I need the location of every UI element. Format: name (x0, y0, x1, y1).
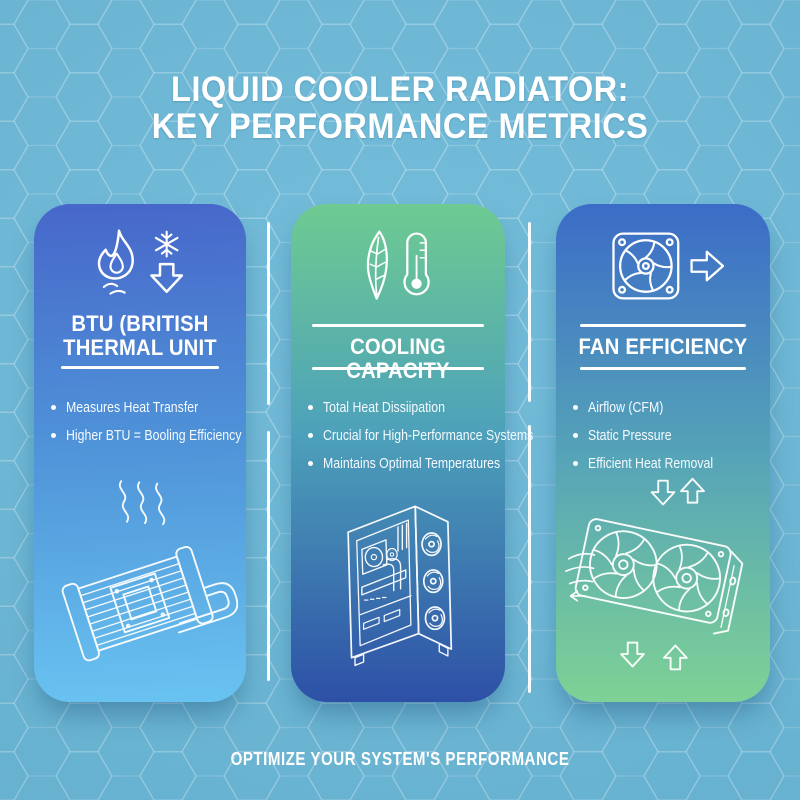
down-arrow-glyph (150, 262, 184, 293)
bullet-item: Total Heat Dissiipation (308, 394, 545, 422)
flame-snowflake-down-arrow-icon (97, 229, 184, 295)
card-btu-bullets: Measures Heat Transfer Higher BTU = Bool… (51, 394, 286, 450)
card-cooling-title: COOLING CAPACITY (346, 334, 450, 383)
bullet-dot (308, 405, 313, 410)
card-cooling-underline (312, 367, 484, 370)
feather-thermometer-icon (366, 230, 430, 300)
bullet-item: Higher BTU = Booling Efficiency (51, 422, 286, 450)
card-cooling-topline (312, 324, 484, 327)
right-arrow-glyph (690, 250, 724, 282)
card-btu-underline (61, 366, 219, 369)
page-title-line2: KEY PERFORMANCE METRICS (151, 107, 649, 146)
card-fan-icon-wrap (556, 226, 770, 306)
bullet-dot (51, 405, 56, 410)
bullet-dot (573, 433, 578, 438)
bullet-item: Measures Heat Transfer (51, 394, 286, 422)
bullet-item: Crucial for High-Performance Systems (308, 422, 545, 450)
card-cooling-capacity: COOLING CAPACITY Total Heat Dissiipation… (291, 204, 533, 702)
card-fan-underline (580, 367, 746, 370)
bullet-dot (51, 433, 56, 438)
bullet-item: Airflow (CFM) (573, 394, 800, 422)
bullet-item: Static Pressure (573, 422, 800, 450)
bullet-dot (308, 433, 313, 438)
bullet-item: Maintains Optimal Temperatures (308, 450, 545, 478)
bullet-dot (573, 405, 578, 410)
card-fan-efficiency: FAN EFFICIENCY Airflow (CFM) Static Pres… (556, 204, 770, 702)
snowflake-glyph (154, 230, 179, 258)
bullet-item: Efficient Heat Removal (573, 450, 800, 478)
divider-left-top (267, 222, 270, 405)
card-btu-title: BTU (BRITISH THERMAL UNIT (42, 312, 237, 360)
divider-left-bottom (267, 431, 270, 681)
bullet-dot (573, 461, 578, 466)
card-fan-topline (580, 324, 746, 327)
card-cooling-icon-wrap (291, 226, 505, 308)
pc-tower-case-illustration (312, 477, 484, 680)
radiator-heat-waves-illustration (42, 473, 239, 678)
fan-right-arrow-icon (612, 232, 724, 300)
bullet-dot (308, 461, 313, 466)
page-title: LIQUID COOLER RADIATOR: KEY PERFORMANCE … (28, 71, 772, 145)
card-fan-bullets: Airflow (CFM) Static Pressure Efficient … (573, 394, 800, 478)
card-cooling-bullets: Total Heat Dissiipation Crucial for High… (308, 394, 545, 478)
card-btu-icon-wrap (34, 226, 246, 306)
divider-right-bottom (528, 425, 531, 693)
card-btu: BTU (BRITISH THERMAL UNIT Measures Heat … (34, 204, 246, 702)
divider-right-top (528, 222, 531, 402)
footer-tagline: OPTIMIZE YOUR SYSTEM'S PERFORMANCE (230, 749, 570, 769)
dual-fan-radiator-illustration (563, 475, 763, 680)
card-fan-title: FAN EFFICIENCY (578, 334, 748, 359)
page-title-line1: LIQUID COOLER RADIATOR: (171, 70, 629, 109)
card-btu-title-line2: THERMAL UNIT (63, 335, 217, 360)
card-btu-title-line1: BTU (BRITISH (71, 311, 209, 336)
